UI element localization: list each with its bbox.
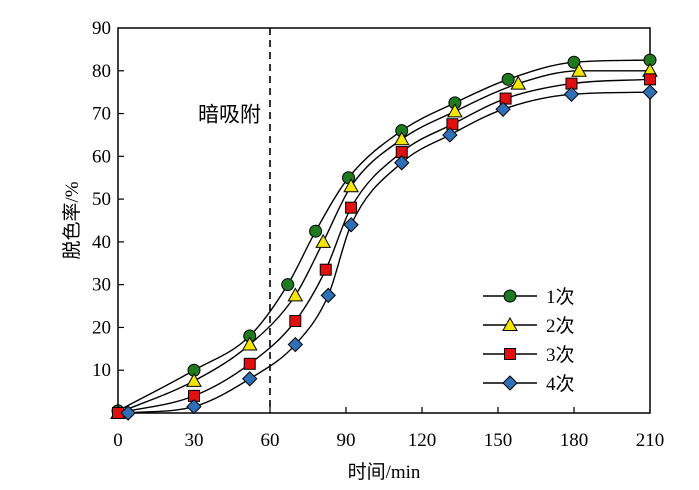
x-tick-label: 30	[185, 430, 204, 451]
data-point	[287, 336, 304, 353]
data-point	[495, 101, 511, 117]
y-tick-label: 50	[92, 189, 111, 210]
data-point	[644, 73, 656, 86]
y-tick-label: 30	[92, 275, 111, 296]
data-point	[315, 233, 332, 248]
y-tick-label: 60	[92, 146, 111, 167]
series-markers	[110, 53, 658, 421]
x-tick-label: 60	[261, 430, 280, 451]
legend-marker	[502, 375, 518, 391]
data-point	[501, 72, 515, 86]
data-point	[343, 178, 359, 193]
data-point	[345, 201, 358, 214]
legend-marker	[504, 348, 516, 360]
data-point	[394, 155, 410, 171]
dark-adsorption-label: 暗吸附	[198, 103, 261, 127]
data-point	[281, 278, 295, 292]
y-tick-label: 70	[92, 104, 111, 125]
data-point	[186, 398, 202, 415]
data-point	[343, 217, 359, 233]
data-point	[567, 55, 581, 69]
data-point	[447, 103, 463, 118]
y-axis-title: 脱色率/%	[61, 181, 83, 259]
legend: 1次 2次 3次 4次	[483, 286, 575, 395]
data-point	[289, 315, 302, 328]
legend-marker	[503, 289, 517, 303]
x-axis-title: 时间/min	[348, 461, 421, 483]
legend-label: 1次	[546, 286, 575, 308]
data-point	[393, 131, 410, 146]
legend-label: 4次	[546, 373, 575, 395]
data-point	[319, 263, 332, 276]
data-point	[287, 287, 304, 302]
y-tick-label: 80	[92, 61, 111, 82]
x-tick-label: 120	[408, 430, 437, 451]
data-point	[563, 86, 580, 103]
x-tick-label: 150	[484, 430, 513, 451]
data-point	[571, 62, 587, 77]
data-point	[309, 224, 323, 238]
data-point	[243, 357, 256, 370]
x-tick-label: 90	[337, 430, 356, 451]
data-point	[442, 127, 458, 143]
y-tick-label: 20	[92, 317, 111, 338]
data-point	[241, 336, 258, 351]
axis-ticks: 0 30 60 90 120 150 180 210 10 20 30 40 50 60 70 80 90	[92, 18, 664, 451]
data-point	[510, 75, 527, 90]
data-point	[642, 84, 658, 100]
data-point	[499, 92, 512, 105]
y-tick-label: 90	[92, 18, 111, 39]
data-point	[120, 405, 136, 421]
data-point	[446, 118, 459, 131]
x-tick-label: 210	[636, 430, 665, 451]
data-point	[320, 287, 336, 304]
x-tick-label: 180	[560, 430, 589, 451]
data-point	[242, 371, 258, 387]
data-point	[186, 372, 202, 387]
legend-label: 2次	[546, 315, 575, 337]
y-tick-label: 10	[92, 360, 111, 381]
y-tick-label: 40	[92, 232, 111, 253]
x-tick-label: 0	[113, 430, 123, 451]
legend-label: 3次	[546, 344, 575, 366]
legend-marker	[502, 316, 518, 331]
plot-frame	[117, 27, 651, 414]
